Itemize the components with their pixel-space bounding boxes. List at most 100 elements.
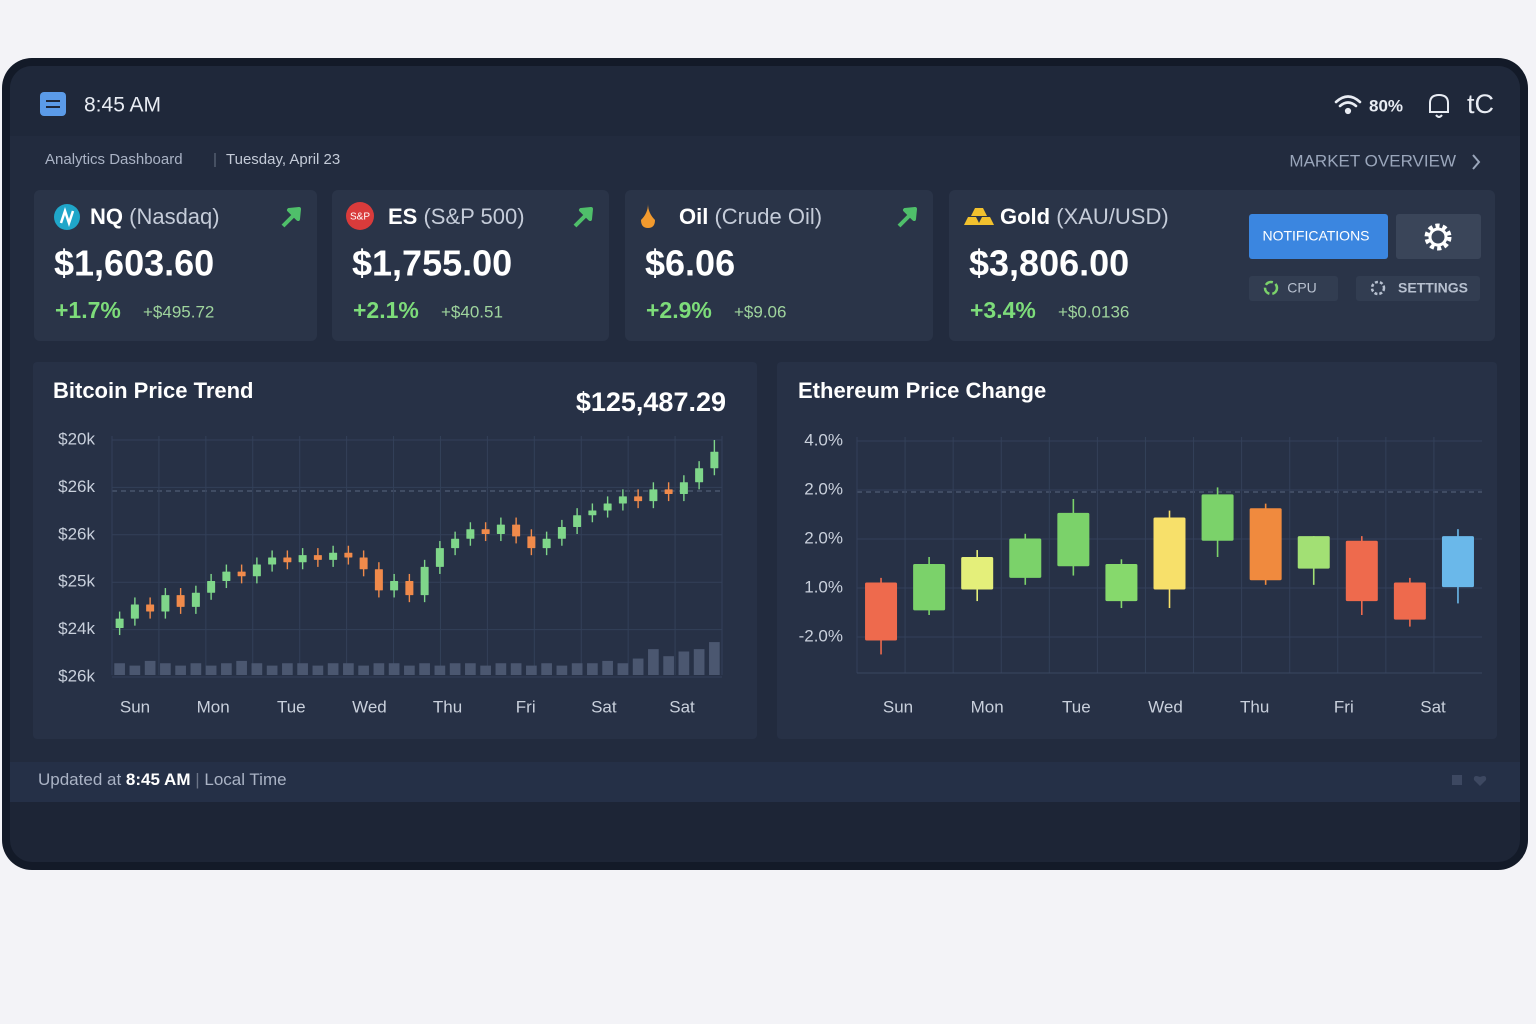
candle-body (451, 538, 460, 549)
brand: tC (1467, 89, 1494, 119)
y-tick-label: $24k (58, 619, 95, 638)
trend-arrow (897, 207, 917, 228)
bitcoin-price: $125,487.29 (576, 387, 726, 417)
candle-body (344, 552, 353, 558)
volume-bar (648, 649, 659, 675)
x-tick-label: Tue (277, 697, 306, 716)
candle-body (1201, 494, 1234, 541)
separator: | (195, 770, 199, 789)
cpu-icon (1263, 280, 1279, 296)
candle-body (252, 564, 261, 577)
candle-body (405, 581, 414, 596)
candle-body (390, 581, 399, 591)
menu-icon[interactable] (40, 92, 66, 116)
x-tick-label: Wed (1148, 697, 1183, 716)
x-tick-label: Sun (120, 697, 150, 716)
x-tick-label: Mon (971, 697, 1004, 716)
volume-bar (327, 663, 339, 675)
x-tick-label: Fri (1334, 697, 1354, 716)
volume-bar (266, 665, 278, 675)
volume-bar (434, 665, 446, 675)
y-tick-label: $20k (58, 429, 95, 448)
candle-body (268, 557, 277, 565)
candle-body (191, 592, 200, 607)
candle-body (527, 536, 536, 549)
settings-icon (1370, 280, 1386, 296)
x-tick-label: Wed (352, 697, 387, 716)
candle-body (1441, 536, 1474, 588)
ticker-symbol: Gold (1000, 204, 1050, 229)
ticker-fullname: (Crude Oil) (714, 204, 822, 229)
trend-arrow (573, 207, 593, 228)
candle-body (573, 515, 582, 527)
ticker-card[interactable] (34, 190, 317, 341)
footer-text: Updated at 8:45 AM | Local Time (38, 770, 287, 789)
ticker-card[interactable] (332, 190, 609, 341)
volume-bar (709, 642, 720, 675)
trend-arrow (281, 207, 301, 228)
x-tick-label: Sat (591, 697, 617, 716)
volume-bar (190, 663, 202, 675)
candle-body (1009, 538, 1042, 578)
ticker-fullname: (Nasdaq) (129, 204, 219, 229)
gear-button[interactable] (1396, 214, 1481, 259)
candle-body (542, 538, 551, 549)
chart-title: Bitcoin Price Trend (53, 378, 254, 403)
volume-bar (129, 665, 141, 675)
battery-level: 80% (1369, 96, 1403, 115)
notifications-label: NOTIFICATIONS (1262, 228, 1369, 244)
volume-bar (205, 665, 217, 675)
volume-bar (175, 665, 186, 675)
footer-prefix: Updated at (38, 770, 121, 789)
chevron[interactable] (1472, 154, 1481, 170)
volume-bar (160, 663, 171, 675)
x-tick-label: Fri (516, 697, 536, 716)
ticker-icon-glyph (59, 207, 75, 227)
volume-bar (571, 663, 583, 675)
candle-body (420, 566, 429, 596)
candle-body (1105, 563, 1138, 602)
footer-icon (1452, 775, 1462, 785)
candle-body (130, 604, 139, 619)
volume-bar (495, 663, 507, 675)
candle-body (161, 595, 170, 612)
ticker-change-pct: +1.7% (55, 297, 121, 323)
volume-bar (587, 663, 598, 675)
candle-body (1297, 536, 1330, 569)
footer-suffix: Local Time (204, 770, 286, 789)
ticker-name: Oil (Crude Oil) (679, 204, 822, 229)
volume-bar (510, 663, 522, 675)
candle-body (222, 571, 231, 581)
ticker-change: +$0.0136 (1058, 302, 1129, 321)
volume-bar (663, 656, 674, 675)
ticker-name: ES (S&P 500) (388, 204, 525, 229)
volume-bar (358, 665, 369, 675)
gear-icon (1424, 223, 1452, 251)
volume-bar (221, 663, 232, 675)
volume-bar (297, 663, 308, 675)
y-tick-label: $26k (58, 477, 95, 496)
candle-body (283, 557, 292, 563)
notifications-button[interactable] (1249, 214, 1388, 259)
volume-bar (388, 663, 400, 675)
candle-body (603, 503, 612, 511)
candle-body (618, 496, 627, 504)
x-tick-label: Thu (1240, 697, 1269, 716)
bell-icon[interactable] (1429, 93, 1449, 118)
ticker-icon (641, 204, 655, 228)
volume-bar (404, 665, 415, 675)
ticker-fullname: (XAU/USD) (1056, 204, 1168, 229)
wifi-icon (1334, 95, 1362, 115)
chart-title: Ethereum Price Change (798, 378, 1046, 403)
settings-button[interactable] (1356, 276, 1480, 301)
y-tick-label: $26k (58, 666, 95, 685)
y-tick-label: $26k (58, 524, 95, 543)
volume-bar (312, 665, 324, 675)
candle-body (512, 524, 521, 537)
ticker-card[interactable] (625, 190, 933, 341)
market-overview-link[interactable]: MARKET OVERVIEW (1289, 151, 1456, 170)
charts: $20k $26k $26k $25k $24k $26k Sun Mon Tue Wed Thu F… (58, 429, 1482, 716)
ticker-cards: NQ (Nasdaq) $1,603.60 +1.7% +$495.72 S&P ES (… (34, 190, 1495, 341)
